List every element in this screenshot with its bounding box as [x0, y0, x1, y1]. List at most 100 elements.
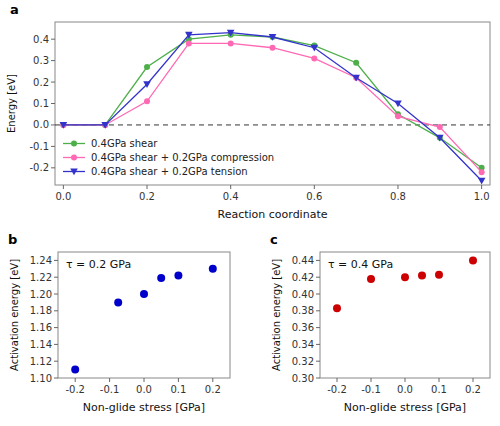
y-tick-label: 0.4 — [33, 34, 49, 45]
y-tick-label: 0.30 — [292, 373, 314, 384]
series-marker — [353, 60, 359, 66]
y-tick — [51, 82, 55, 83]
series-marker — [479, 169, 485, 175]
x-tick — [75, 378, 76, 382]
series-marker — [394, 100, 402, 107]
series-marker — [60, 122, 66, 128]
x-tick — [147, 185, 148, 189]
x-tick — [473, 378, 474, 382]
x-tick — [405, 378, 406, 382]
series-marker — [311, 45, 319, 52]
scatter-point — [174, 272, 182, 280]
y-tick-label: 0.0 — [33, 119, 49, 130]
legend-label: 0.4GPa shear + 0.2GPa compression — [91, 152, 274, 163]
x-tick — [178, 378, 179, 382]
x-tick — [212, 378, 213, 382]
y-axis-label: Activation energy [eV] — [271, 259, 282, 371]
legend-item: 0.4GPa shear — [63, 138, 158, 149]
x-tick-label: 0.2 — [139, 191, 155, 202]
legend-marker — [70, 168, 78, 175]
series-marker — [227, 30, 235, 37]
y-tick — [51, 103, 55, 104]
series-marker — [353, 75, 359, 81]
legend-item: 0.4GPa shear + 0.2GPa compression — [63, 152, 274, 163]
legend-item: 0.4GPa shear + 0.2GPa tension — [63, 166, 248, 177]
x-tick-label: -0.2 — [65, 384, 85, 395]
series-marker — [102, 122, 108, 128]
y-tick-label: 0.34 — [292, 339, 314, 350]
y-tick — [316, 310, 320, 311]
scatter-point — [367, 275, 375, 283]
plot-frame — [58, 252, 230, 378]
series-marker — [101, 122, 109, 129]
series-line — [63, 35, 481, 168]
y-tick-label: 0.44 — [292, 255, 314, 266]
x-tick — [371, 378, 372, 382]
x-tick-label: 0.2 — [465, 384, 481, 395]
y-axis-label: Energy [eV] — [6, 74, 17, 133]
figure: 0.00.20.40.60.81.0-0.2-0.10.00.10.20.30.… — [0, 0, 500, 426]
y-tick-label: 1.12 — [30, 356, 52, 367]
series-marker — [436, 135, 444, 142]
legend-marker — [71, 141, 77, 147]
series-marker — [270, 34, 276, 40]
y-tick — [54, 378, 58, 379]
series-marker — [185, 32, 193, 39]
x-tick-label: -0.2 — [327, 384, 347, 395]
x-tick-label: -0.1 — [100, 384, 120, 395]
y-tick — [51, 167, 55, 168]
x-tick — [337, 378, 338, 382]
y-tick-label: 0.42 — [292, 272, 314, 283]
scatter-point — [333, 304, 341, 312]
y-tick-label: 0.1 — [33, 98, 49, 109]
panel-label: b — [8, 232, 17, 247]
scatter-point — [140, 290, 148, 298]
x-tick-label: 0.2 — [205, 384, 221, 395]
series-marker — [143, 81, 151, 88]
x-tick-label: 1.0 — [474, 191, 490, 202]
legend-label: 0.4GPa shear + 0.2GPa tension — [91, 166, 248, 177]
y-tick — [316, 344, 320, 345]
x-tick — [109, 378, 110, 382]
plot-area — [71, 265, 217, 374]
x-tick-label: -0.1 — [361, 384, 381, 395]
series-marker — [186, 40, 192, 46]
x-tick — [144, 378, 145, 382]
scatter-point — [435, 271, 443, 279]
x-axis-label: Non-glide stress [GPa] — [83, 401, 205, 414]
y-tick-label: 1.18 — [30, 305, 52, 316]
annotation: τ = 0.4 GPa — [328, 258, 393, 271]
y-tick-label: 1.20 — [30, 289, 52, 300]
panel: -0.2-0.10.00.10.20.300.320.340.360.380.4… — [270, 232, 490, 414]
y-tick-label: 0.2 — [33, 77, 49, 88]
x-axis-label: Non-glide stress [GPa] — [344, 401, 466, 414]
series-marker — [437, 124, 443, 130]
series-marker — [395, 113, 401, 119]
y-tick — [54, 294, 58, 295]
x-tick — [63, 185, 64, 189]
y-tick-label: 1.22 — [30, 272, 52, 283]
x-axis-label: Reaction coordinate — [218, 208, 328, 221]
scatter-point — [71, 366, 79, 374]
y-tick — [316, 294, 320, 295]
series-marker — [270, 45, 276, 51]
y-tick — [51, 39, 55, 40]
series-marker — [60, 122, 66, 128]
scatter-point — [401, 273, 409, 281]
series-marker — [478, 178, 486, 185]
y-tick-label: 1.14 — [30, 339, 52, 350]
x-tick-label: 0.6 — [306, 191, 322, 202]
y-tick-label: -0.1 — [29, 141, 49, 152]
y-tick-label: -0.2 — [29, 162, 49, 173]
y-tick-label: 0.40 — [292, 289, 314, 300]
x-tick — [314, 185, 315, 189]
y-tick-label: 0.32 — [292, 356, 314, 367]
x-tick-label: 0.1 — [170, 384, 186, 395]
y-tick — [316, 327, 320, 328]
x-tick-label: 0.0 — [55, 191, 71, 202]
plot-frame — [55, 22, 490, 185]
y-tick — [54, 260, 58, 261]
scatter-point — [114, 298, 122, 306]
series-marker — [60, 122, 68, 129]
scatter-point — [209, 265, 217, 273]
